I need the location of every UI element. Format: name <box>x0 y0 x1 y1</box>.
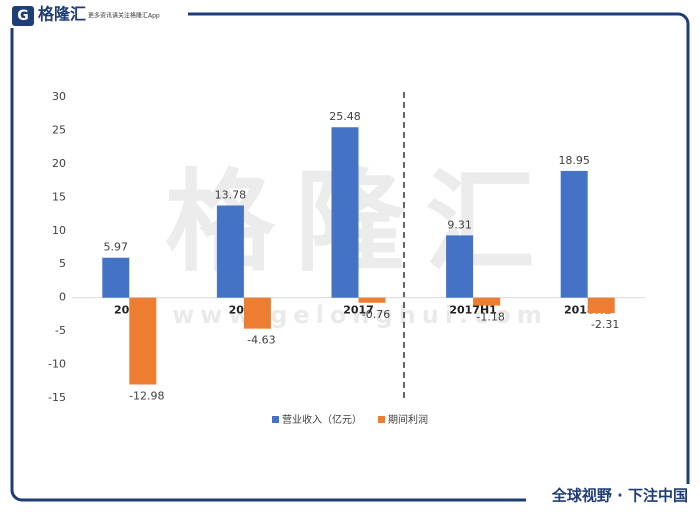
slogan: 全球视野 · 下注中国 <box>551 487 688 505</box>
data-label: 25.48 <box>329 110 361 123</box>
bar <box>473 297 501 306</box>
bar <box>358 297 386 303</box>
bar <box>560 170 588 298</box>
logo-bg <box>8 4 188 28</box>
legend-swatch <box>272 416 279 423</box>
bar <box>446 235 474 298</box>
y-tick-label: -15 <box>48 391 66 404</box>
frame <box>10 12 690 502</box>
y-tick-label: 20 <box>52 157 66 170</box>
legend-label: 期间利润 <box>388 413 428 426</box>
logo-icon <box>12 6 34 26</box>
bar <box>243 297 271 329</box>
y-tick-label: 0 <box>59 291 66 304</box>
data-label: -1.18 <box>476 311 504 324</box>
y-tick-label: 30 <box>52 90 66 103</box>
data-label: -12.98 <box>129 389 164 402</box>
slogan-bg <box>526 484 692 508</box>
data-label: -2.31 <box>591 318 619 331</box>
logo-text: 格隆汇 <box>38 5 86 24</box>
bar <box>216 205 244 298</box>
bar <box>587 297 615 314</box>
tagline: 更多资讯请关注格隆汇App <box>88 12 160 20</box>
y-tick-label: 15 <box>52 190 66 203</box>
data-label: 18.95 <box>558 154 590 167</box>
x-tick-label: 2017H1 <box>449 304 496 317</box>
data-label: 9.31 <box>447 218 472 231</box>
data-label: -0.76 <box>362 308 390 321</box>
y-tick-label: 5 <box>59 257 66 270</box>
x-tick-label: 2017 <box>343 304 374 317</box>
logo-icon-letter: G <box>17 8 29 24</box>
bar <box>331 127 359 298</box>
data-label: -4.63 <box>247 334 275 347</box>
data-label: 13.78 <box>215 188 247 201</box>
legend-swatch <box>378 416 385 423</box>
watermark-url: www.gelonghui.com <box>172 301 548 329</box>
y-tick-label: 25 <box>52 123 66 136</box>
bar <box>102 257 130 298</box>
data-label: 5.97 <box>104 241 129 254</box>
y-tick-label: 10 <box>52 224 66 237</box>
y-tick-label: -5 <box>55 324 66 337</box>
bar <box>129 297 157 385</box>
y-tick-label: -10 <box>48 358 66 371</box>
legend-label: 营业收入（亿元） <box>282 413 362 426</box>
